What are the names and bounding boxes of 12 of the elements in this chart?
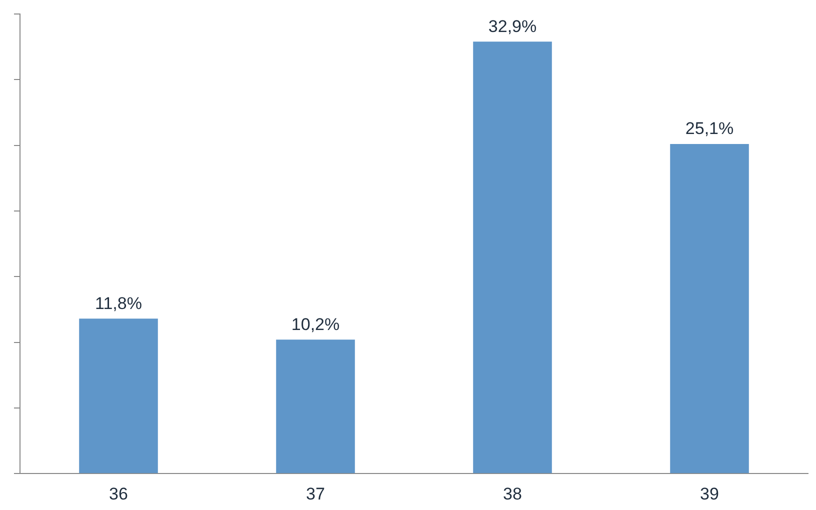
data-label: 32,9% — [488, 16, 537, 36]
x-tick-label: 39 — [700, 484, 719, 504]
data-label: 10,2% — [291, 314, 340, 334]
x-tick-label: 38 — [503, 484, 522, 504]
data-label: 25,1% — [685, 119, 734, 138]
data-label: 11,8% — [95, 294, 142, 313]
bar — [276, 340, 355, 474]
bar — [473, 42, 552, 474]
bar — [670, 144, 749, 474]
bar — [79, 318, 158, 474]
x-tick-label: 37 — [306, 484, 325, 504]
x-tick-label: 36 — [109, 484, 128, 504]
